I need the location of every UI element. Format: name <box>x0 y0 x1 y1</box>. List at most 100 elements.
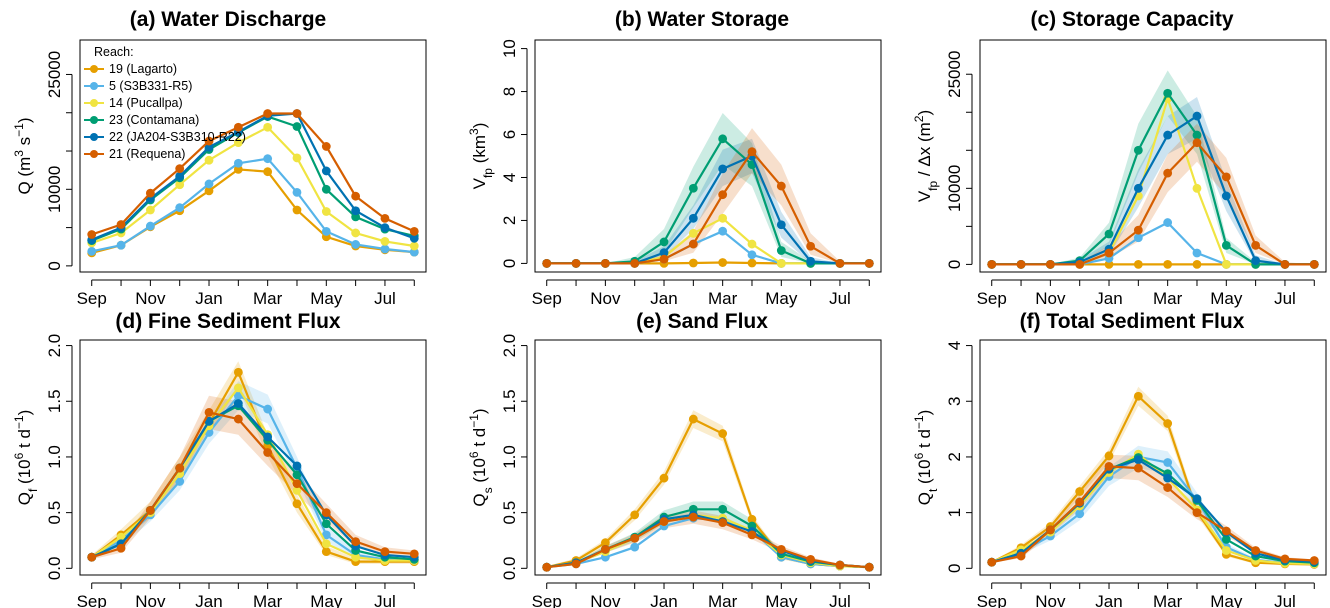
data-point <box>351 191 361 201</box>
x-tick-label: Nov <box>1035 289 1066 308</box>
x-tick-label: Sep <box>532 592 562 608</box>
data-point <box>1133 183 1143 193</box>
data-point <box>145 221 155 231</box>
data-point <box>292 109 302 118</box>
data-point <box>1163 88 1173 98</box>
data-point <box>630 259 640 268</box>
data-point <box>1104 248 1114 258</box>
y-tick-label: 10000 <box>945 165 964 212</box>
data-point <box>1192 130 1202 140</box>
series-line <box>546 417 870 569</box>
uncertainty-band <box>546 501 870 568</box>
data-point <box>1133 259 1143 269</box>
data-point <box>1133 455 1143 465</box>
data-point <box>1163 130 1173 140</box>
legend-entry: 19 (Lagarto) <box>109 62 177 76</box>
data-point <box>1133 391 1143 401</box>
panel-4: (d) Fine Sediment Flux 0.0 0.5 1.0 1.5 2.0 Qf … <box>12 310 427 608</box>
data-point <box>204 142 214 152</box>
data-point <box>116 220 126 229</box>
panel-title: (f) Total Sediment Flux <box>1020 310 1245 333</box>
y-tick-label: 1 <box>945 508 964 517</box>
x-tick-label: Sep <box>77 592 107 608</box>
data-point <box>718 518 728 528</box>
data-point <box>1104 229 1114 239</box>
x-tick-label: May <box>765 592 798 608</box>
panel-6: (f) Total Sediment Flux 0 1 2 3 4 Qt (106 t d−… <box>912 310 1327 608</box>
plot-frame <box>534 339 882 576</box>
legend-marker <box>90 65 98 73</box>
y-tick-label: 2 <box>945 452 964 461</box>
y-tick-label: 0 <box>45 261 64 270</box>
series-line <box>91 112 415 236</box>
data-point <box>409 247 419 257</box>
x-tick-label: Mar <box>1153 289 1183 308</box>
data-point <box>718 429 728 438</box>
uncertainty-band <box>991 454 1315 563</box>
data-point <box>263 404 273 414</box>
data-point <box>204 136 214 146</box>
data-point <box>233 383 243 393</box>
data-point <box>1280 554 1290 564</box>
data-point <box>688 213 698 223</box>
series-line <box>91 394 415 562</box>
data-point <box>233 158 243 168</box>
data-point <box>1192 494 1202 504</box>
data-point <box>321 508 331 518</box>
data-point <box>1163 218 1173 227</box>
data-point <box>321 142 331 151</box>
y-tick-label: 10000 <box>45 166 64 213</box>
data-point <box>145 506 155 515</box>
data-point <box>659 254 669 264</box>
data-point <box>1192 508 1202 518</box>
panel-3: (c) Storage Capacity 0 10000 25000 Vfp / Δx … <box>912 8 1327 308</box>
data-point <box>1221 546 1231 555</box>
data-point <box>292 122 302 131</box>
data-point <box>321 227 331 236</box>
data-point <box>776 544 786 554</box>
x-tick-label: Sep <box>977 592 1007 608</box>
x-tick-label: Nov <box>1035 592 1066 608</box>
data-point <box>87 246 97 256</box>
data-point <box>1309 556 1319 565</box>
data-point <box>292 153 302 163</box>
data-point <box>409 549 419 559</box>
data-point <box>1192 183 1202 193</box>
data-point <box>321 519 331 529</box>
data-point <box>630 510 640 520</box>
data-point <box>1192 111 1202 121</box>
data-point <box>409 233 419 243</box>
data-point <box>1133 233 1143 243</box>
plot-frame <box>79 39 427 273</box>
data-point <box>321 547 331 557</box>
y-tick-label: 1.0 <box>500 445 519 469</box>
data-point <box>718 134 728 144</box>
data-point <box>688 183 698 193</box>
data-point <box>600 544 610 554</box>
data-point <box>1192 248 1202 258</box>
data-point <box>1309 259 1319 269</box>
data-point <box>145 188 155 198</box>
data-point <box>718 258 728 267</box>
series-line <box>91 411 415 559</box>
x-tick-label: Jan <box>650 592 677 608</box>
data-point <box>1133 463 1143 473</box>
x-tick-label: Sep <box>532 289 562 308</box>
x-tick-label: Mar <box>708 289 738 308</box>
x-tick-label: Sep <box>77 289 107 308</box>
data-point <box>835 560 845 570</box>
data-point <box>321 207 331 216</box>
panel-5: (e) Sand Flux 0.0 0.5 1.0 1.5 2.0 Qs (106 t d−… <box>467 310 882 608</box>
data-point <box>1104 462 1114 471</box>
uncertainty-band <box>991 97 1315 265</box>
y-tick-label: 1.0 <box>45 445 64 469</box>
x-tick-label: Jul <box>374 592 396 608</box>
data-point <box>688 512 698 522</box>
data-point <box>864 259 874 268</box>
data-point <box>292 485 302 495</box>
data-point <box>263 122 273 132</box>
y-tick-label: 25000 <box>45 51 64 98</box>
data-point <box>718 190 728 200</box>
data-point <box>321 530 331 540</box>
uncertainty-band <box>991 123 1315 265</box>
